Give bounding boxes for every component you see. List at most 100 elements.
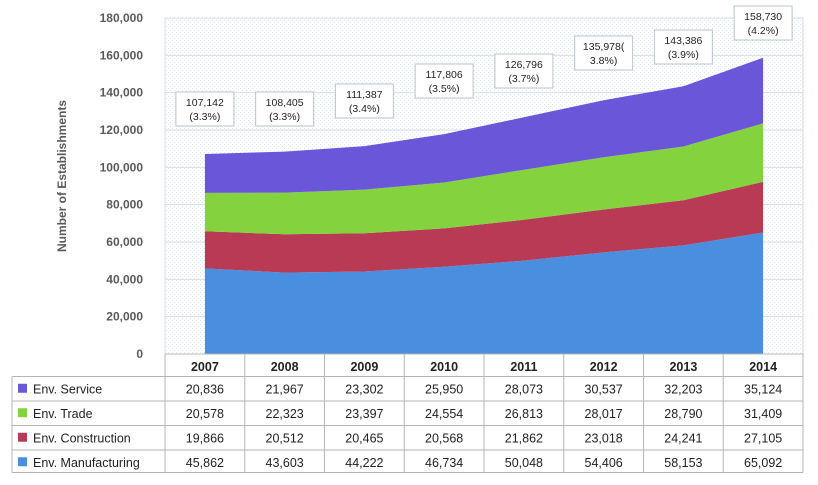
table-cell-value: 20,568 <box>425 431 463 445</box>
table-cell-value: 28,017 <box>585 407 623 421</box>
callout-box <box>653 29 713 65</box>
table-row: Env. Construction 19,866 20,512 20,465 20,56… <box>18 431 782 445</box>
table-cell-value: 43,603 <box>266 456 304 470</box>
share-label: (3.3%) <box>189 111 220 123</box>
y-tick-label: 0 <box>136 347 143 361</box>
table-cell-value: 30,537 <box>585 382 623 396</box>
table-cell-value: 24,241 <box>664 431 702 445</box>
series-area-env-construction <box>204 181 764 273</box>
total-label: 111,387 <box>346 89 383 101</box>
table-cell-value: 32,203 <box>664 382 702 396</box>
table-cell-value: 23,397 <box>345 407 383 421</box>
table-cell-value: 21,862 <box>505 431 543 445</box>
table-cell-value: 35,124 <box>744 382 782 396</box>
total-label: 108,405 <box>266 97 304 109</box>
table-cell-value: 23,302 <box>345 382 383 396</box>
legend-entry: Env. Service <box>33 382 102 396</box>
total-callout: 117,806 (3.5%) <box>414 63 474 99</box>
legend-swatch <box>18 408 27 418</box>
table-cell-value: 46,734 <box>425 456 463 470</box>
callout-box <box>414 63 474 99</box>
total-label: 126,796 <box>505 59 543 71</box>
legend-entry: Env. Manufacturing <box>33 456 140 470</box>
share-label: (3.5%) <box>429 83 460 95</box>
table-cell-value: 28,073 <box>505 382 543 396</box>
share-label: 3.8%) <box>590 55 617 67</box>
total-callout: 143,386 (3.9%) <box>653 29 713 65</box>
table-cell-value: 28,790 <box>664 407 702 421</box>
y-tick-label: 100,000 <box>100 160 144 174</box>
y-tick-label: 60,000 <box>106 235 143 249</box>
x-category-label: 2012 <box>590 360 618 374</box>
x-category-label: 2014 <box>749 360 777 374</box>
y-tick-label: 160,000 <box>100 48 144 62</box>
table-cell-value: 26,813 <box>505 407 543 421</box>
callout-box <box>175 91 235 127</box>
table-cell-value: 50,048 <box>505 456 543 470</box>
total-label: 135,978( <box>583 41 625 53</box>
table-cell-value: 45,862 <box>186 456 224 470</box>
share-label: (3.3%) <box>269 111 300 123</box>
callout-box <box>334 83 394 119</box>
table-cell-value: 20,465 <box>345 431 383 445</box>
share-label: (3.9%) <box>668 49 699 61</box>
share-label: (4.2%) <box>748 25 779 37</box>
table-cell-value: 20,578 <box>186 407 224 421</box>
x-category-label: 2013 <box>669 360 697 374</box>
table-cell-value: 20,836 <box>186 382 224 396</box>
y-tick-label: 80,000 <box>106 198 143 212</box>
series-areas <box>204 57 764 354</box>
y-tick-label: 40,000 <box>106 272 143 286</box>
total-label: 107,142 <box>186 97 224 109</box>
table-cell-value: 44,222 <box>345 456 383 470</box>
series-area-env-trade <box>204 123 764 235</box>
table-cell-value: 54,406 <box>585 456 623 470</box>
total-callout: 126,796 (3.7%) <box>494 53 554 89</box>
series-area-env-manufacturing <box>204 232 764 354</box>
legend-swatch <box>18 432 27 442</box>
total-callout: 107,142 (3.3%) <box>175 91 235 127</box>
callout-box <box>255 91 315 127</box>
y-axis-label: Number of Establishments <box>55 100 69 252</box>
x-category-label: 2007 <box>191 360 219 374</box>
callout-box <box>494 53 554 89</box>
table-cell-value: 19,866 <box>186 431 224 445</box>
total-callout: 111,387 (3.4%) <box>334 83 394 119</box>
table-cell-value: 22,323 <box>266 407 304 421</box>
total-label: 117,806 <box>426 69 463 81</box>
callout-box <box>733 5 793 41</box>
table-cell-value: 65,092 <box>744 456 782 470</box>
legend-swatch <box>18 383 27 393</box>
legend-entry: Env. Trade <box>33 407 93 421</box>
table-cell-value: 20,512 <box>266 431 304 445</box>
x-category-label: 2008 <box>271 360 299 374</box>
total-annotations: 107,142(3.3%)108,405(3.3%)111,387(3.4%)1… <box>175 5 793 127</box>
table-cell-value: 21,967 <box>266 382 304 396</box>
data-table: 2007 2008 2009 2010 2011 2012 2013 2014 Env. Ser… <box>11 353 804 473</box>
y-tick-label: 20,000 <box>106 310 143 324</box>
table-cell-value: 24,554 <box>425 407 463 421</box>
share-label: (3.4%) <box>349 103 380 115</box>
y-tick-label: 120,000 <box>100 123 144 137</box>
legend-swatch <box>18 457 27 467</box>
table-cell-value: 27,105 <box>744 431 782 445</box>
table-cell-value: 58,153 <box>664 456 702 470</box>
x-category-label: 2010 <box>430 360 458 374</box>
y-tick-label: 140,000 <box>100 86 144 100</box>
total-label: 143,386 <box>664 35 702 47</box>
table-cell-value: 25,950 <box>425 382 463 396</box>
total-callout: 158,730 (4.2%) <box>733 5 793 41</box>
table-row: Env. Service 20,836 21,967 23,302 25,950 28,0… <box>18 382 782 396</box>
y-axis: 0 20,000 40,000 60,000 80,000 100,000 120,000 1… <box>100 11 144 361</box>
y-tick-label: 180,000 <box>100 11 144 25</box>
table-row: Env. Manufacturing 45,862 43,603 44,222 46,7… <box>18 456 782 470</box>
total-label: 158,730 <box>744 11 782 23</box>
table-cell-value: 23,018 <box>585 431 623 445</box>
share-label: (3.7%) <box>508 73 539 85</box>
table-row: Env. Trade 20,578 22,323 23,397 24,554 26,813… <box>18 407 782 421</box>
legend-entry: Env. Construction <box>33 431 131 445</box>
total-callout: 108,405 (3.3%) <box>255 91 315 127</box>
x-category-label: 2009 <box>350 360 378 374</box>
total-callout: 135,978( 3.8%) <box>574 35 634 71</box>
